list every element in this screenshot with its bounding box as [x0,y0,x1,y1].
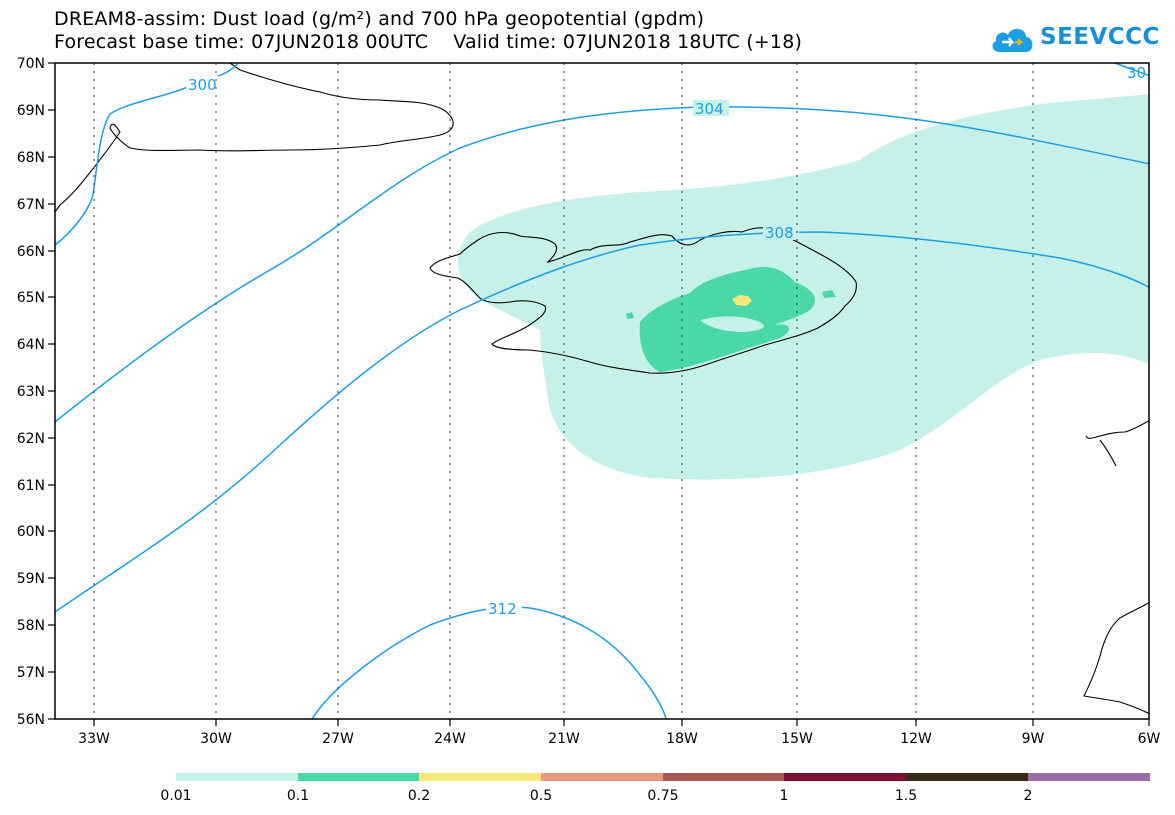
colorbar-segment [298,773,419,781]
colorbar-label: 0.2 [408,788,430,804]
contour-label-30-partial: 30 [1127,64,1146,82]
contour-label-312: 312 [488,600,517,618]
lon-label: 24W [434,731,466,747]
lat-label: 70N [17,56,45,72]
contour-label-300: 300 [188,76,217,94]
contour-312 [311,606,667,719]
lat-label: 62N [17,431,45,447]
contour-304 [55,106,1149,423]
map-subtitle-times: Forecast base time: 07JUN2018 00UTC Vali… [54,31,803,53]
colorbar: 0.01 0.1 0.2 0.5 0.75 1 1.5 2 [160,773,1150,804]
lat-label: 65N [17,290,45,306]
contour-label-304: 304 [695,100,724,118]
lat-label: 69N [17,103,45,119]
colorbar-segment [784,773,906,781]
colorbar-label: 0.75 [647,788,678,804]
lat-label: 59N [17,571,45,587]
coastlines [55,63,1149,715]
lon-label: 30W [200,731,232,747]
norway-coast-lower [1083,601,1149,715]
contour-labels: 300 304 308 312 30 [186,64,1146,618]
colorbar-label: 1 [780,788,789,804]
colorbar-label: 1.5 [895,788,917,804]
lat-label: 61N [17,478,45,494]
lon-label: 27W [322,731,354,747]
seevccc-logo: SEEVCCC [988,20,1168,60]
lon-label: 12W [900,731,932,747]
longitude-labels: 33W 30W 27W 24W 21W 18W 15W 12W 9W 6W [78,731,1160,747]
colorbar-segment [419,773,541,781]
lat-label: 66N [17,244,45,260]
lon-label: 9W [1022,731,1045,747]
lat-label: 57N [17,665,45,681]
colorbar-segment [541,773,663,781]
colorbar-segment [176,773,298,781]
lon-label: 6W [1138,731,1161,747]
contour-label-308: 308 [765,224,794,242]
greenland-coastline [55,63,454,213]
lat-label: 56N [17,712,45,728]
axis-ticks [48,62,1150,726]
latitude-labels: 70N 69N 68N 67N 66N 65N 64N 63N 62N 61N … [17,56,45,728]
colorbar-label: 2 [1024,788,1033,804]
dust-area-high [732,295,752,306]
lat-label: 63N [17,384,45,400]
lon-label: 33W [78,731,110,747]
colorbar-label: 0.1 [287,788,309,804]
lat-label: 67N [17,197,45,213]
iceland-coastline [429,227,857,374]
colorbar-label: 0.5 [530,788,552,804]
logo-text: SEEVCCC [1040,24,1160,50]
lat-label: 58N [17,618,45,634]
colorbar-segment [906,773,1028,781]
graticule [93,63,1034,719]
contour-300-right [1114,63,1149,77]
lat-label: 60N [17,524,45,540]
lon-label: 18W [666,731,698,747]
lat-label: 64N [17,337,45,353]
colorbar-segment [663,773,784,781]
norway-coast-upper [1085,419,1149,467]
colorbar-label: 0.01 [160,788,191,804]
map-title: DREAM8-assim: Dust load (g/m²) and 700 h… [54,8,705,30]
dust-area-mid [639,266,815,372]
dust-load-shading [457,94,1149,480]
lon-label: 21W [548,731,580,747]
contour-308 [55,231,1149,613]
cloud-logo-icon [992,28,1033,52]
lon-label: 15W [781,731,813,747]
colorbar-segment [1028,773,1150,781]
lat-label: 68N [17,150,45,166]
